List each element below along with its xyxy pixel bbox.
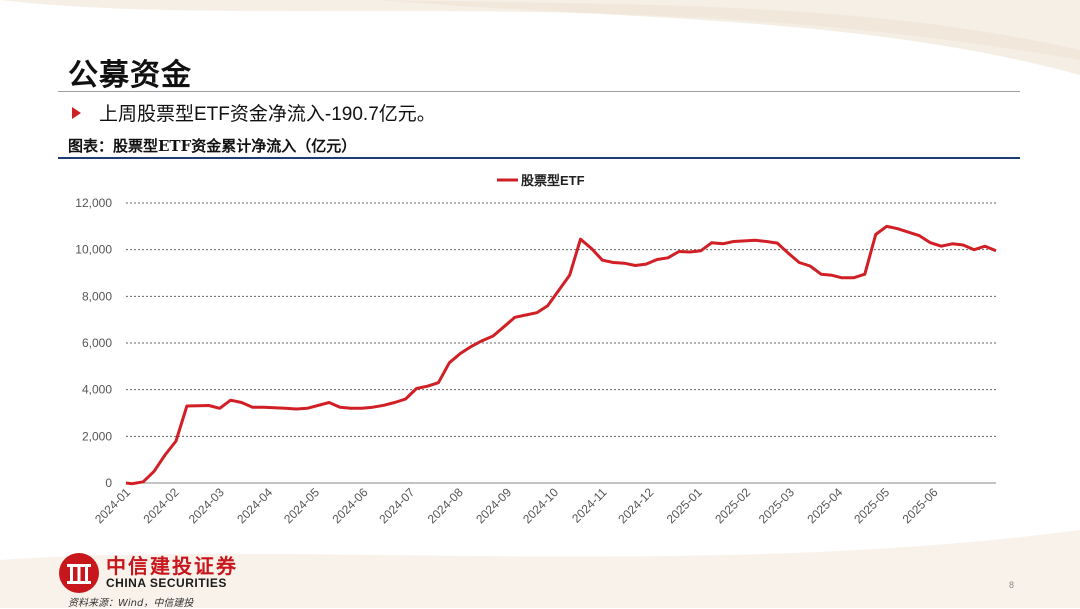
y-tick-label: 12,000: [75, 196, 112, 210]
logo-chinese-name: 中信建投证券: [106, 554, 238, 579]
citic-logo-icon: [59, 553, 99, 593]
y-tick-label: 8,000: [82, 289, 112, 303]
legend: 股票型ETF: [497, 173, 585, 188]
x-tick-label: 2024-08: [425, 485, 466, 526]
bullet-text: 上周股票型ETF资金净流入-190.7亿元。: [99, 104, 436, 125]
x-tick-label: 2025-04: [804, 485, 845, 526]
legend-label: 股票型ETF: [521, 173, 585, 188]
x-tick-label: 2025-01: [664, 485, 705, 526]
logo-english-name: CHINA SECURITIES: [106, 576, 227, 591]
x-tick-label: 2024-10: [520, 485, 561, 526]
x-tick-label: 2024-11: [569, 485, 610, 526]
source-note: 资料来源：Wind，中信建投: [68, 598, 194, 609]
figure-caption: 图表：股票型ETF资金累计净流入（亿元）: [68, 137, 357, 155]
company-logo: 中信建投证券 CHINA SECURITIES: [58, 552, 238, 594]
page-title: 公募资金: [68, 59, 192, 92]
x-tick-label: 2024-01: [92, 485, 133, 526]
y-tick-label: 6,000: [82, 336, 112, 350]
x-tick-label: 2024-12: [615, 485, 656, 526]
x-tick-label: 2025-03: [756, 485, 797, 526]
caption-divider: [58, 157, 1020, 159]
x-tick-label: 2024-06: [329, 485, 370, 526]
x-tick-label: 2024-09: [473, 485, 514, 526]
line-chart: 0 2,000 4,000 6,000 8,000 10,000 12,000 2024-0…: [75, 173, 997, 526]
x-tick-label: 2024-02: [140, 485, 181, 526]
page-number: 8: [1009, 580, 1015, 590]
x-tick-label: 2024-04: [234, 485, 275, 526]
title-divider: [58, 91, 1020, 92]
x-tick-label: 2025-06: [900, 485, 941, 526]
x-tick-label: 2024-07: [376, 485, 417, 526]
triangle-bullet-icon: [72, 106, 81, 119]
y-tick-label: 10,000: [75, 243, 112, 257]
y-tick-label: 4,000: [82, 383, 112, 397]
x-axis-ticks: 2024-01 2024-02 2024-03 2024-04 2024-05 2024-…: [92, 485, 941, 526]
y-axis-ticks: 0 2,000 4,000 6,000 8,000 10,000 12,000: [75, 196, 112, 490]
y-tick-label: 0: [105, 476, 112, 490]
series-line-stock-etf: [125, 224, 997, 486]
x-tick-label: 2024-03: [186, 485, 227, 526]
x-tick-label: 2024-05: [281, 485, 322, 526]
y-tick-label: 2,000: [82, 429, 112, 443]
gridlines: [126, 202, 996, 484]
x-tick-label: 2025-05: [851, 485, 892, 526]
bullet-point: 上周股票型ETF资金净流入-190.7亿元。: [72, 99, 436, 126]
x-tick-label: 2025-02: [712, 485, 753, 526]
